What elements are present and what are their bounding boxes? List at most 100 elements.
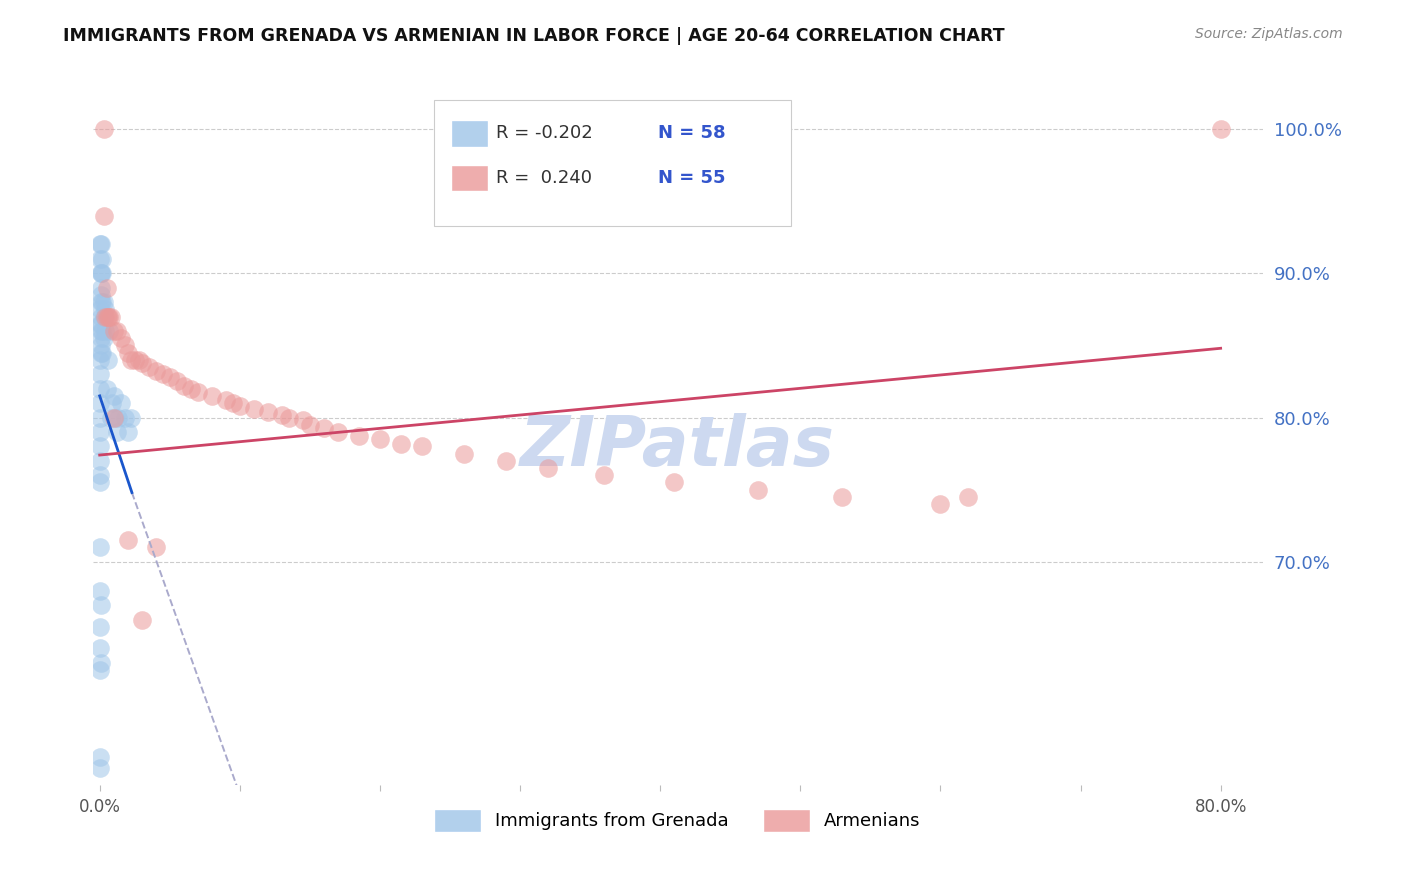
Point (89, 352, 111, 367)
Point (368, 432, 391, 446)
Legend: Immigrants from Grenada, Armenians: Immigrants from Grenada, Armenians (434, 810, 921, 830)
Point (138, 359, 160, 374)
Point (120, 352, 142, 367)
Point (89, 454, 111, 468)
Point (243, 401, 266, 416)
Point (90, 237, 112, 252)
Point (495, 454, 517, 468)
Point (90, 598, 112, 612)
Point (101, 396, 124, 410)
Point (89, 317, 111, 331)
Text: IMMIGRANTS FROM GRENADA VS ARMENIAN IN LABOR FORCE | AGE 20-64 CORRELATION CHART: IMMIGRANTS FROM GRENADA VS ARMENIAN IN L… (63, 27, 1005, 45)
Point (747, 483, 769, 497)
Point (222, 396, 245, 410)
Point (347, 429, 370, 443)
Point (124, 352, 146, 367)
Point (298, 417, 321, 432)
Point (89, 475, 111, 490)
Point (91, 345, 114, 359)
Point (128, 352, 150, 367)
Point (90, 310, 112, 324)
Point (97, 310, 120, 324)
Point (152, 368, 174, 382)
Point (89, 468, 111, 483)
Text: ZIPatlas: ZIPatlas (520, 413, 835, 480)
Point (1209, 122, 1232, 136)
Point (90, 295, 112, 310)
Point (97, 352, 120, 367)
Point (145, 541, 167, 555)
Text: Source: ZipAtlas.com: Source: ZipAtlas.com (1195, 27, 1343, 41)
Text: N = 58: N = 58 (658, 124, 725, 143)
Point (90, 331, 112, 345)
Point (94, 310, 117, 324)
Point (201, 389, 224, 403)
Point (105, 324, 128, 338)
Bar (451, 121, 486, 145)
Point (100, 310, 122, 324)
Point (326, 425, 349, 439)
Point (89, 749, 111, 764)
Point (957, 490, 980, 504)
Point (91, 252, 114, 266)
Point (312, 420, 335, 434)
Point (229, 399, 252, 413)
Point (89, 425, 111, 439)
Point (98, 310, 121, 324)
Point (270, 408, 292, 422)
Point (389, 436, 412, 450)
Point (131, 356, 153, 370)
Point (89, 663, 111, 677)
Point (110, 396, 132, 410)
Point (929, 497, 952, 511)
FancyBboxPatch shape (434, 100, 792, 227)
Point (89, 620, 111, 634)
Point (180, 382, 202, 396)
Text: N = 55: N = 55 (658, 169, 725, 187)
Point (103, 324, 125, 338)
Point (107, 410, 129, 425)
Point (159, 370, 181, 384)
Point (256, 405, 278, 419)
Point (145, 364, 167, 378)
Point (89, 237, 111, 252)
Point (93, 295, 115, 310)
Point (114, 410, 136, 425)
Point (90, 266, 112, 280)
Point (89, 439, 111, 453)
Point (90, 266, 112, 280)
Text: R = -0.202: R = -0.202 (496, 124, 593, 143)
Point (89, 761, 111, 775)
Point (117, 425, 139, 439)
Point (96, 281, 118, 295)
Point (89, 382, 111, 396)
Point (89, 302, 111, 317)
Point (89, 541, 111, 555)
Point (89, 583, 111, 598)
Point (91, 266, 114, 280)
Point (117, 345, 139, 359)
Point (105, 425, 128, 439)
Point (89, 368, 111, 382)
Point (90, 338, 112, 352)
Point (537, 461, 560, 475)
Point (90, 656, 112, 670)
Point (93, 122, 115, 136)
Point (114, 338, 136, 352)
Point (131, 613, 153, 627)
Bar (451, 166, 486, 190)
Point (94, 324, 117, 338)
Point (593, 468, 616, 483)
Point (166, 375, 188, 389)
Point (91, 295, 114, 310)
Point (117, 533, 139, 548)
Point (90, 288, 112, 302)
Point (89, 410, 111, 425)
Point (453, 447, 475, 461)
Point (94, 302, 117, 317)
Point (120, 410, 142, 425)
Point (93, 310, 115, 324)
Point (89, 641, 111, 656)
Point (89, 252, 111, 266)
Point (96, 310, 118, 324)
